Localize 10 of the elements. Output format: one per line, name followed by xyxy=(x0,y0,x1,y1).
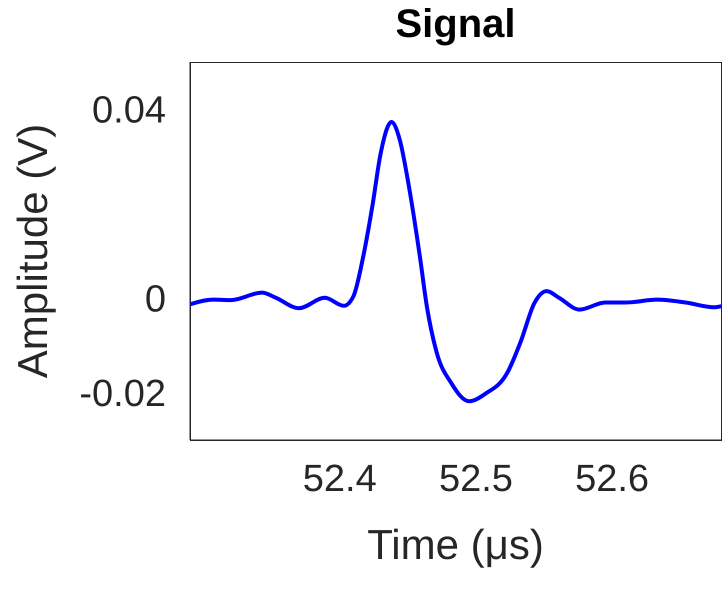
x-tick-label: 52.6 xyxy=(575,458,650,500)
y-tick-label: 0.04 xyxy=(92,90,166,132)
y-tick-label: -0.02 xyxy=(79,373,166,416)
x-axis-title: Time (μs) xyxy=(367,521,544,568)
y-tick-label: 0 xyxy=(144,278,166,321)
x-tick-label: 52.4 xyxy=(302,458,377,500)
line-series xyxy=(190,120,721,404)
y-axis-title: Amplitude (V) xyxy=(8,124,56,378)
x-tick-label: 52.5 xyxy=(438,458,513,500)
chart-title: Signal xyxy=(394,2,517,47)
